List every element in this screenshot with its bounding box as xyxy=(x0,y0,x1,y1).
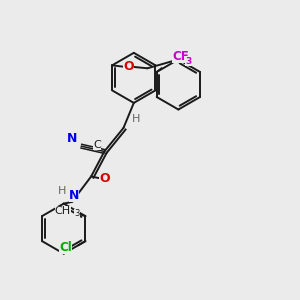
Text: N: N xyxy=(67,132,77,145)
Text: C: C xyxy=(93,140,101,150)
Text: N: N xyxy=(69,189,79,202)
Text: 3: 3 xyxy=(185,57,191,66)
Text: Cl: Cl xyxy=(59,241,72,254)
Text: O: O xyxy=(123,60,134,73)
Text: CF: CF xyxy=(172,50,189,63)
Text: H: H xyxy=(132,114,140,124)
Text: CH: CH xyxy=(55,206,71,215)
Text: H: H xyxy=(57,186,66,196)
Text: O: O xyxy=(99,172,110,185)
Text: 3: 3 xyxy=(74,209,80,218)
